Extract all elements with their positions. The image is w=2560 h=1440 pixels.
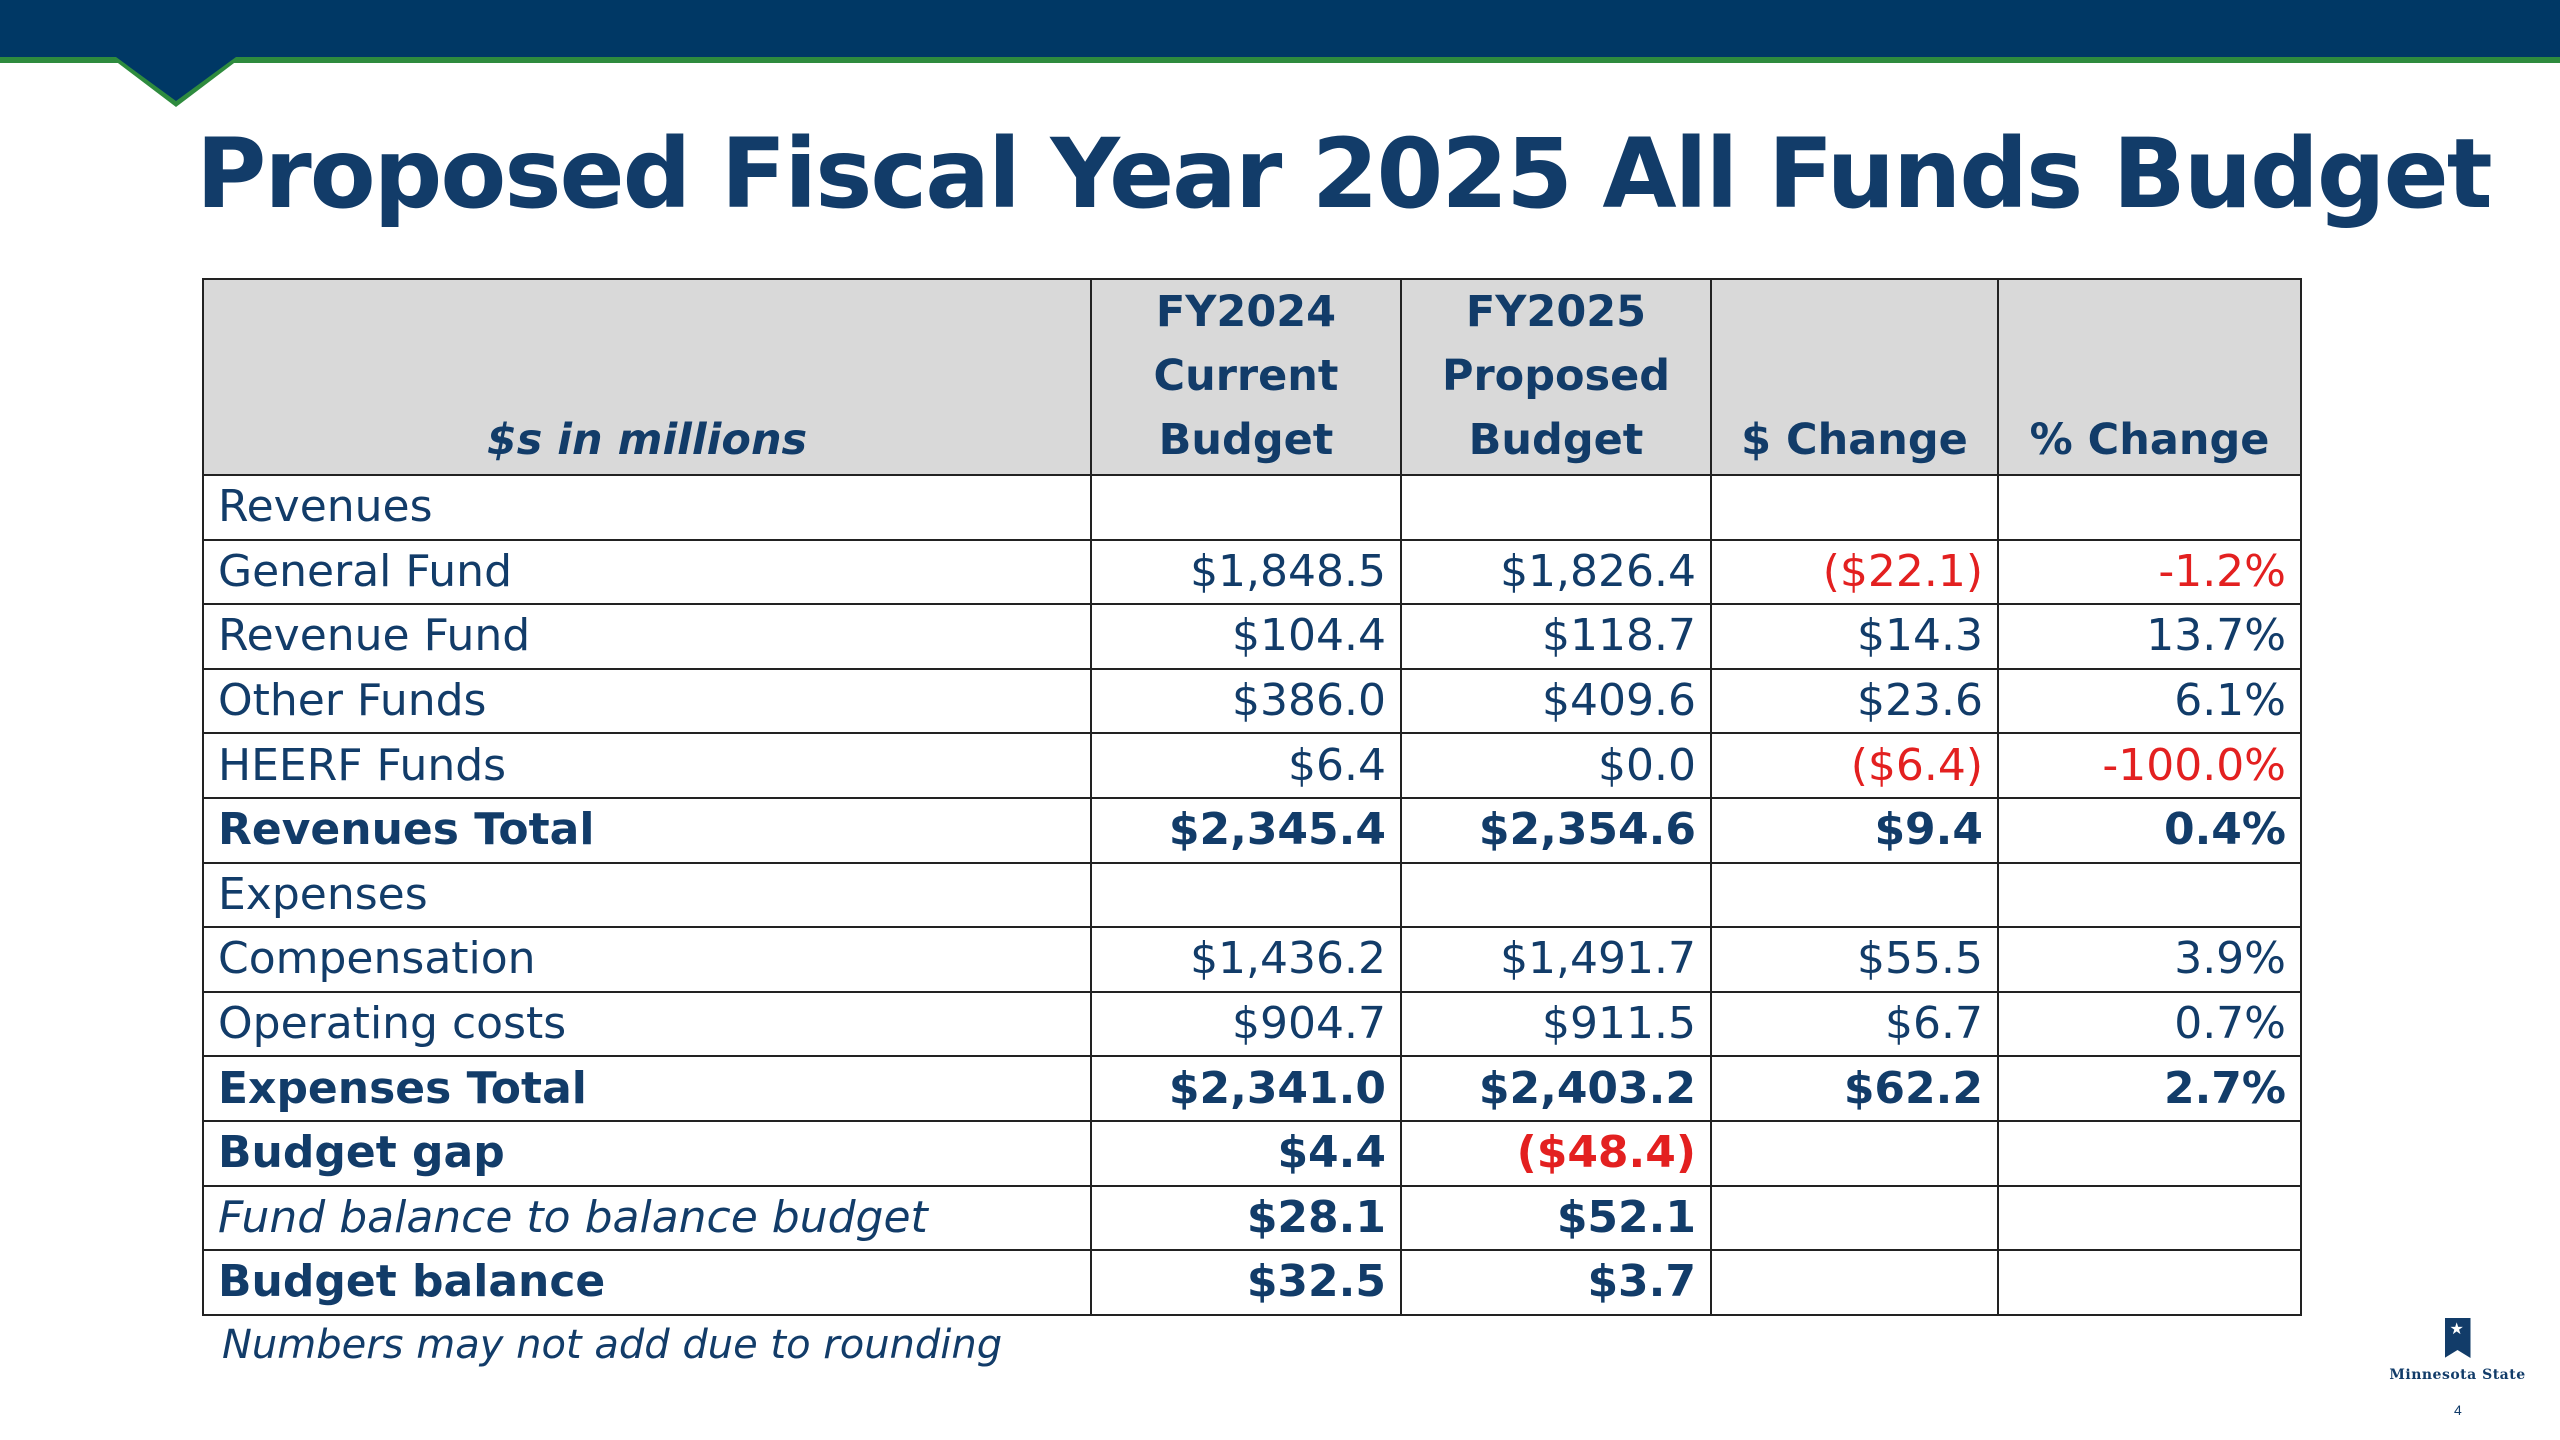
table-row: Budget balance $32.5 $3.7 — [202, 1249, 2302, 1316]
row-label: Budget gap — [202, 1119, 1092, 1187]
fy2025-cell: $2,403.2 — [1400, 1055, 1712, 1122]
fy2024-cell: $1,436.2 — [1090, 926, 1402, 993]
slide-title: Proposed Fiscal Year 2025 All Funds Budg… — [196, 118, 2493, 230]
fy2025-cell: $52.1 — [1400, 1184, 1712, 1252]
header-fy2024: FY2024 Current Budget — [1090, 278, 1402, 476]
fy2025-cell: $1,826.4 — [1400, 538, 1712, 606]
pct-cell: 2.7% — [1997, 1055, 2302, 1122]
pct-cell — [1997, 474, 2302, 541]
pct-cell — [1997, 861, 2302, 929]
fy2025-cell: $911.5 — [1400, 990, 1712, 1058]
header-pct-change: % Change — [1997, 278, 2302, 476]
row-label: Revenues — [202, 474, 1092, 541]
change-cell: $6.7 — [1710, 990, 1999, 1058]
table-row: Budget gap $4.4 ($48.4) — [202, 1119, 2302, 1187]
pct-cell: 3.9% — [1997, 926, 2302, 993]
change-cell: ($22.1) — [1710, 538, 1999, 606]
header-units: $s in millions — [202, 278, 1092, 476]
change-cell: $55.5 — [1710, 926, 1999, 993]
pct-cell: 13.7% — [1997, 603, 2302, 670]
row-label: Budget balance — [202, 1249, 1092, 1316]
change-cell: $62.2 — [1710, 1055, 1999, 1122]
fy2024-cell: $386.0 — [1090, 667, 1402, 735]
pct-cell: 0.7% — [1997, 990, 2302, 1058]
fy2025-cell: $2,354.6 — [1400, 796, 1712, 864]
pct-cell: -1.2% — [1997, 538, 2302, 606]
fy2024-cell — [1090, 474, 1402, 541]
pct-cell — [1997, 1184, 2302, 1252]
row-label: Other Funds — [202, 667, 1092, 735]
fy2024-cell — [1090, 861, 1402, 929]
change-cell — [1710, 1119, 1999, 1187]
table-row: Fund balance to balance budget $28.1 $52… — [202, 1184, 2302, 1252]
top-banner — [0, 0, 2560, 57]
row-label: Compensation — [202, 926, 1092, 993]
fy2025-cell: $409.6 — [1400, 667, 1712, 735]
pct-cell — [1997, 1249, 2302, 1316]
banner-notch-inner — [116, 57, 236, 101]
row-label: Expenses Total — [202, 1055, 1092, 1122]
pct-cell: 0.4% — [1997, 796, 2302, 864]
fy2024-cell: $904.7 — [1090, 990, 1402, 1058]
row-label: Fund balance to balance budget — [202, 1184, 1092, 1252]
fy2024-cell: $2,341.0 — [1090, 1055, 1402, 1122]
row-label: General Fund — [202, 538, 1092, 606]
fy2025-cell: $118.7 — [1400, 603, 1712, 670]
logo-text: Minnesota State — [2389, 1367, 2526, 1383]
header-fy2025: FY2025 Proposed Budget — [1400, 278, 1712, 476]
fy2024-cell: $6.4 — [1090, 732, 1402, 799]
row-label: Revenues Total — [202, 796, 1092, 864]
table-row: Other Funds $386.0 $409.6 $23.6 6.1% — [202, 667, 2302, 735]
fy2025-cell — [1400, 861, 1712, 929]
top-accent-line — [0, 57, 2560, 63]
fy2025-cell: $0.0 — [1400, 732, 1712, 799]
change-cell: $14.3 — [1710, 603, 1999, 670]
fy2025-cell: $3.7 — [1400, 1249, 1712, 1316]
fy2025-cell — [1400, 474, 1712, 541]
row-label: Revenue Fund — [202, 603, 1092, 670]
fy2025-cell: $1,491.7 — [1400, 926, 1712, 993]
change-cell: $23.6 — [1710, 667, 1999, 735]
fy2024-cell: $4.4 — [1090, 1119, 1402, 1187]
fy2024-cell: $1,848.5 — [1090, 538, 1402, 606]
change-cell — [1710, 1184, 1999, 1252]
table-row: Expenses Total $2,341.0 $2,403.2 $62.2 2… — [202, 1055, 2302, 1122]
header-dollar-change: $ Change — [1710, 278, 1999, 476]
table-row: Compensation $1,436.2 $1,491.7 $55.5 3.9… — [202, 926, 2302, 993]
pct-cell: 6.1% — [1997, 667, 2302, 735]
table-row: HEERF Funds $6.4 $0.0 ($6.4) -100.0% — [202, 732, 2302, 799]
logo-star-icon: ★ — [2444, 1318, 2471, 1358]
pct-cell: -100.0% — [1997, 732, 2302, 799]
fy2024-cell: $32.5 — [1090, 1249, 1402, 1316]
minnesota-state-logo: ★ Minnesota State — [2370, 1318, 2545, 1383]
change-cell — [1710, 861, 1999, 929]
change-cell: $9.4 — [1710, 796, 1999, 864]
row-label: Operating costs — [202, 990, 1092, 1058]
fy2024-cell: $104.4 — [1090, 603, 1402, 670]
row-label: Expenses — [202, 861, 1092, 929]
table-row: Revenues — [202, 474, 2302, 541]
page-number: 4 — [2454, 1402, 2462, 1418]
row-label: HEERF Funds — [202, 732, 1092, 799]
fy2025-cell: ($48.4) — [1400, 1119, 1712, 1187]
change-cell — [1710, 1249, 1999, 1316]
table-row: Revenues Total $2,345.4 $2,354.6 $9.4 0.… — [202, 796, 2302, 864]
change-cell — [1710, 474, 1999, 541]
table-row: Expenses — [202, 861, 2302, 929]
pct-cell — [1997, 1119, 2302, 1187]
table-row: Revenue Fund $104.4 $118.7 $14.3 13.7% — [202, 603, 2302, 670]
change-cell: ($6.4) — [1710, 732, 1999, 799]
table-header-row: $s in millions FY2024 Current Budget FY2… — [202, 278, 2302, 476]
fy2024-cell: $28.1 — [1090, 1184, 1402, 1252]
budget-table: $s in millions FY2024 Current Budget FY2… — [202, 278, 2302, 1316]
table-row: General Fund $1,848.5 $1,826.4 ($22.1) -… — [202, 538, 2302, 606]
fy2024-cell: $2,345.4 — [1090, 796, 1402, 864]
table-row: Operating costs $904.7 $911.5 $6.7 0.7% — [202, 990, 2302, 1058]
rounding-note: Numbers may not add due to rounding — [222, 1322, 1003, 1368]
